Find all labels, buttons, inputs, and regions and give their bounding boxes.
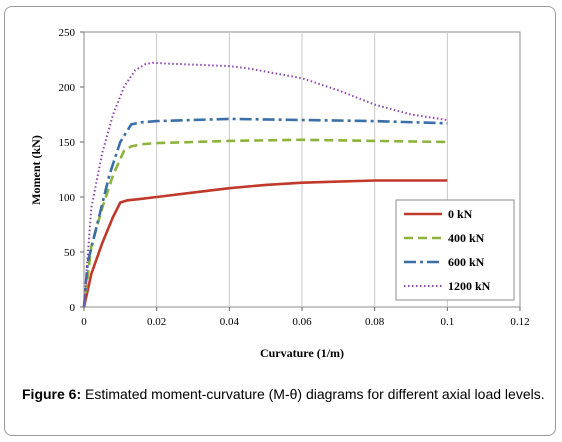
x-tick-label: 0.12 bbox=[510, 316, 529, 328]
y-tick-label: 0 bbox=[70, 302, 76, 314]
caption-text: Estimated moment-curvature (M-θ) diagram… bbox=[81, 386, 545, 402]
series-lines bbox=[82, 61, 448, 308]
legend: 0 kN 400 kN 600 kN 1200 kN bbox=[395, 199, 515, 301]
x-tick-label: 0.1 bbox=[440, 316, 454, 328]
y-tick-label: 200 bbox=[59, 82, 76, 94]
x-tick-label: 0.06 bbox=[292, 316, 312, 328]
legend-label-4: 1200 kN bbox=[448, 279, 491, 293]
y-axis-title: Moment (kN) bbox=[29, 135, 43, 205]
x-axis-title: Curvature (1/m) bbox=[260, 346, 344, 360]
x-tick-label: 0.02 bbox=[147, 316, 166, 328]
y-tick-label: 50 bbox=[64, 247, 76, 259]
legend-label-1: 0 kN bbox=[448, 207, 473, 221]
y-tick-label: 150 bbox=[59, 137, 76, 149]
legend-label-2: 400 kN bbox=[448, 231, 485, 245]
series-line-3 bbox=[82, 117, 448, 308]
series-line-1 bbox=[82, 179, 448, 308]
x-tick-label: 0.08 bbox=[365, 316, 385, 328]
series-line-4 bbox=[83, 61, 448, 308]
x-tick-label: 0 bbox=[81, 316, 87, 328]
caption-label: Figure 6: bbox=[22, 386, 82, 402]
tick-labels: 0 0.02 0.04 0.06 0.08 0.1 0.12 0 50 100 150 200 250 bbox=[59, 27, 530, 328]
figure-caption: Figure 6: Estimated moment-curvature (M-… bbox=[22, 386, 552, 403]
legend-label-3: 600 kN bbox=[448, 255, 485, 269]
legend-box bbox=[395, 199, 515, 301]
moment-curvature-chart: 0 0.02 0.04 0.06 0.08 0.1 0.12050100150200250 … bbox=[29, 27, 530, 360]
x-tick-label: 0.04 bbox=[220, 316, 240, 328]
y-tick-label: 100 bbox=[59, 192, 76, 204]
y-tick-label: 250 bbox=[59, 27, 76, 39]
